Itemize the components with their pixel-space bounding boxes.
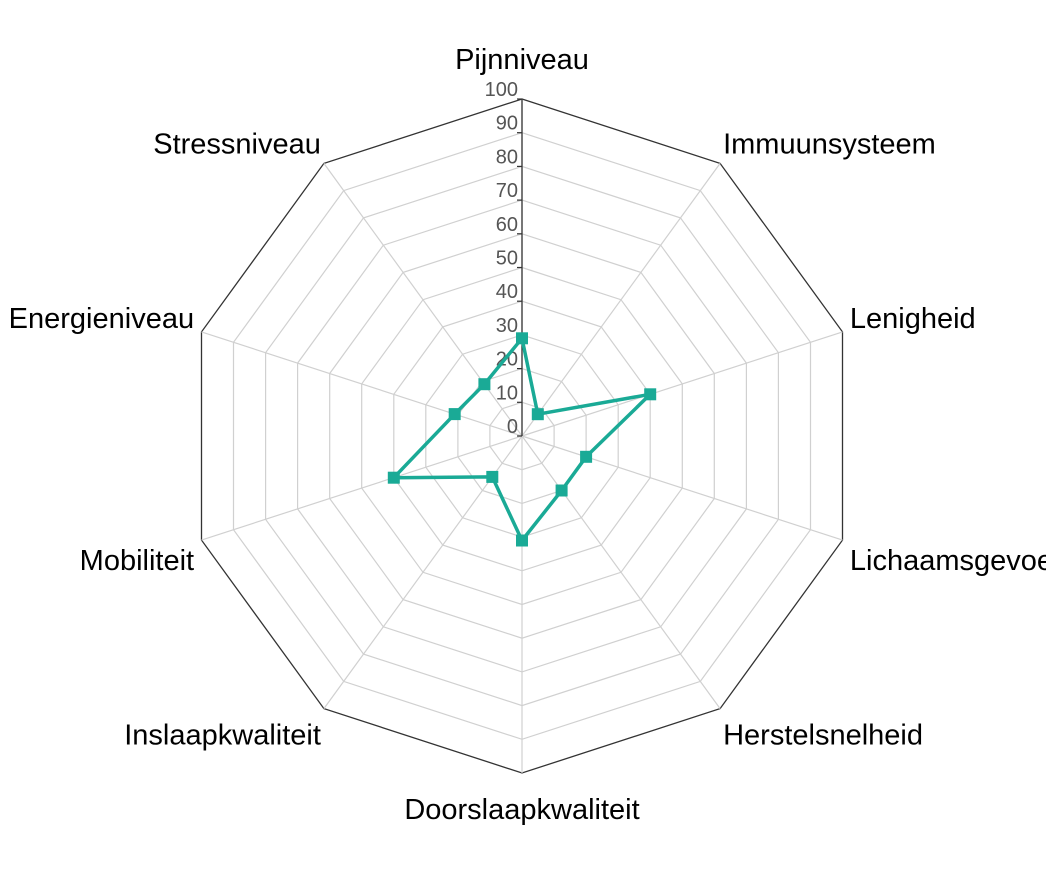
data-point xyxy=(580,450,593,463)
tick-label: 90 xyxy=(496,113,518,135)
axis-label: Immuunsysteem xyxy=(723,129,936,161)
axis-label: Stressniveau xyxy=(153,129,321,161)
data-point xyxy=(387,471,400,484)
axis-label: Lichaamsgevoel xyxy=(850,545,1046,577)
tick-label: 60 xyxy=(496,214,518,236)
tick-label: 50 xyxy=(496,248,518,270)
grid-spoke xyxy=(201,435,523,541)
axis-label: Lenigheid xyxy=(850,303,976,335)
tick-label: 70 xyxy=(496,180,518,202)
axis-label: Inslaapkwaliteit xyxy=(124,719,321,751)
tick-label: 40 xyxy=(496,281,518,303)
grid-spoke xyxy=(521,163,721,437)
tick-label: 30 xyxy=(496,315,518,337)
data-point xyxy=(516,534,528,547)
grid-spoke xyxy=(521,331,843,437)
data-point xyxy=(478,378,491,391)
axis-label: Pijnniveau xyxy=(455,44,589,76)
axis-label: Herstelsnelheid xyxy=(723,719,923,751)
tick-label: 100 xyxy=(485,79,518,101)
data-point xyxy=(531,408,544,421)
tick-label: 10 xyxy=(496,382,518,404)
data-point xyxy=(486,470,499,483)
data-point xyxy=(448,408,461,421)
tick-label: 80 xyxy=(496,146,518,168)
grid-spoke xyxy=(323,163,523,437)
data-point xyxy=(644,388,657,401)
grid-spoke xyxy=(521,435,721,709)
axis-label: Mobiliteit xyxy=(80,545,194,577)
grid-spoke xyxy=(201,331,523,437)
axis-label: Energieniveau xyxy=(9,303,194,335)
grid-spoke xyxy=(521,435,843,541)
data-point xyxy=(555,484,568,497)
axis-label: Doorslaapkwaliteit xyxy=(404,794,639,826)
data-point xyxy=(516,332,528,345)
tick-label: 0 xyxy=(507,416,518,438)
